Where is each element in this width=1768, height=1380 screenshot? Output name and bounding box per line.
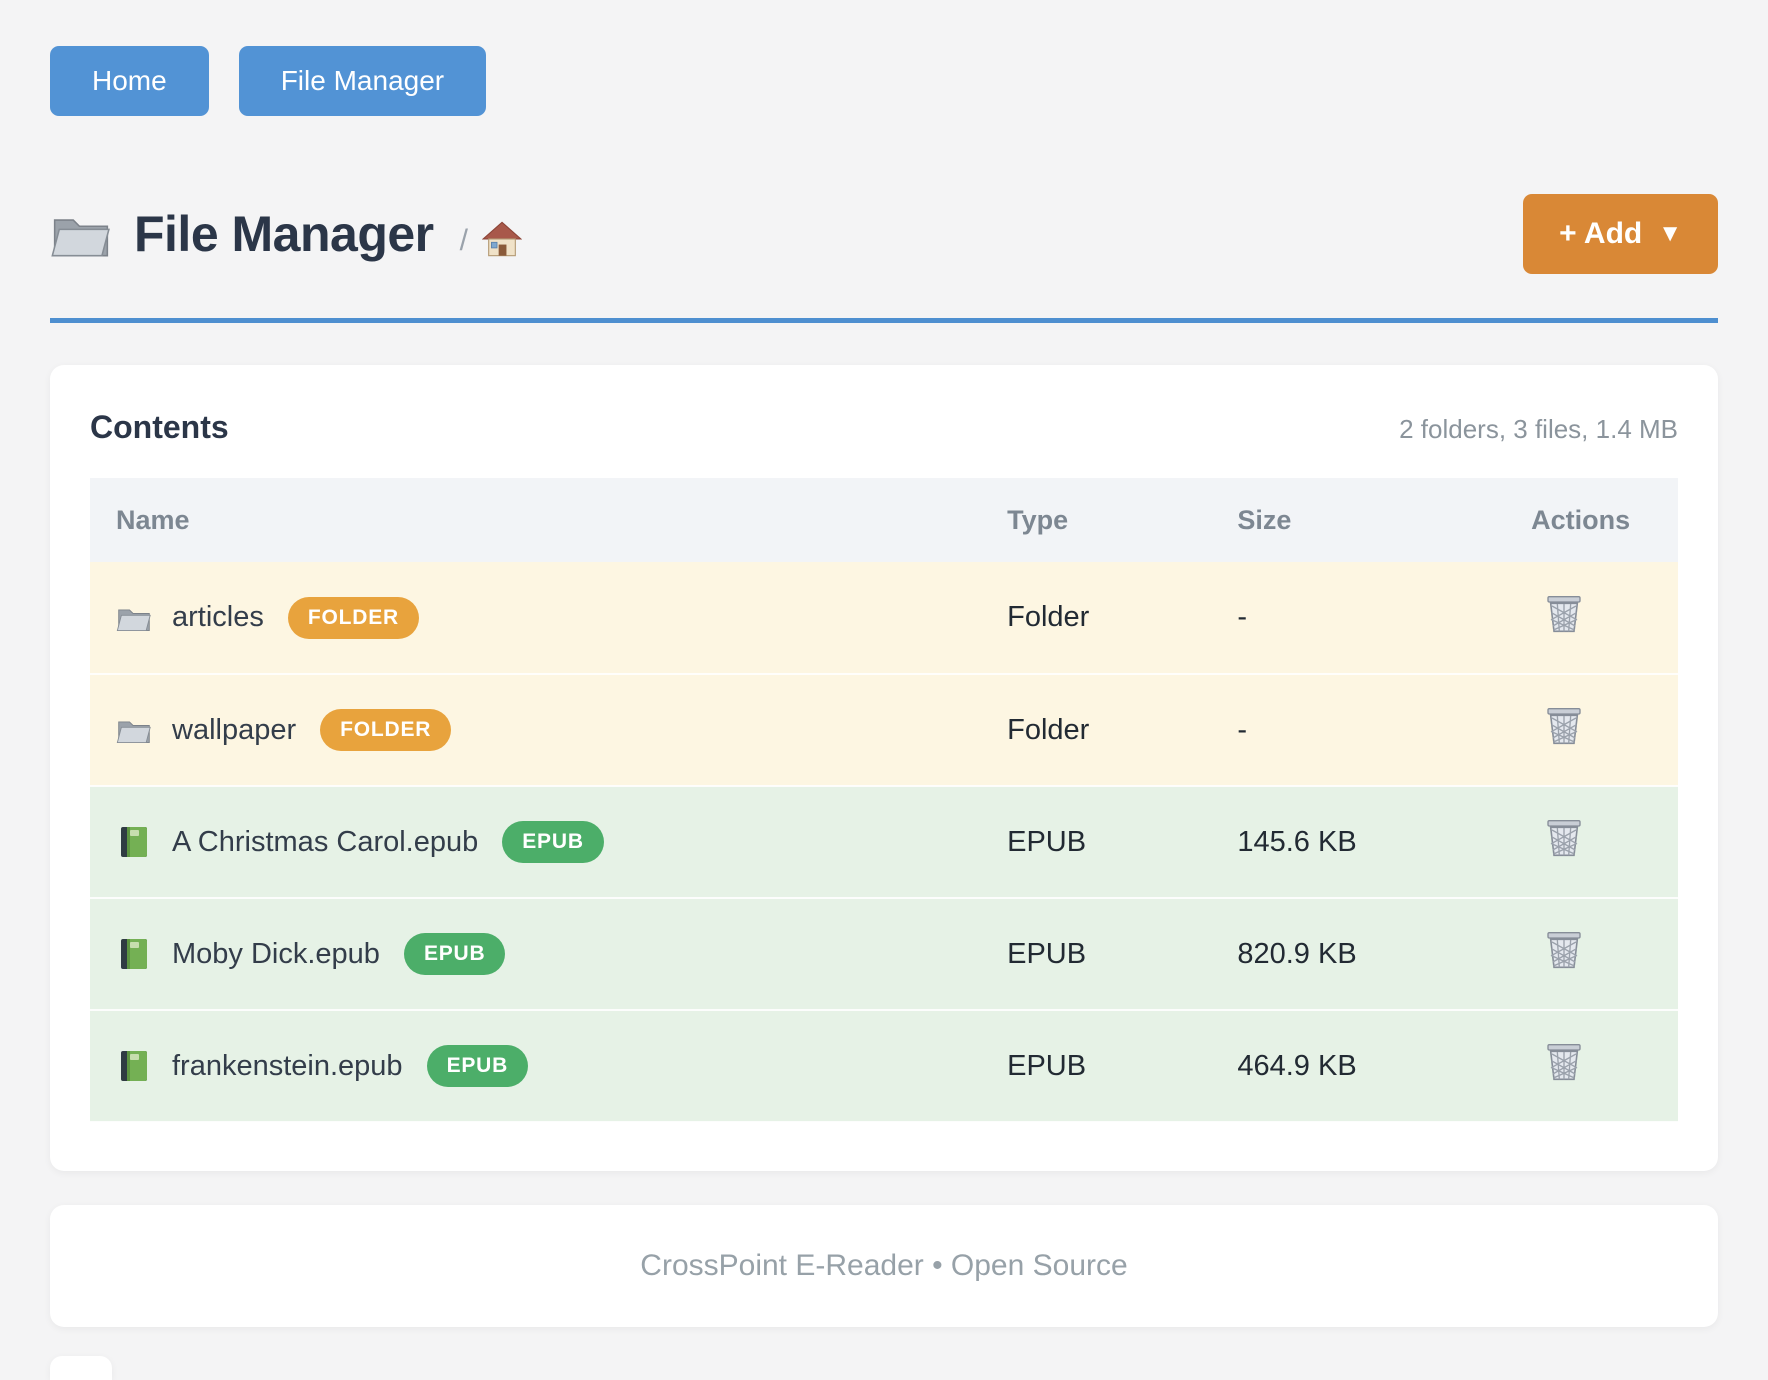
next-card-peek: [50, 1356, 112, 1380]
house-icon[interactable]: [482, 220, 522, 258]
type-cell: EPUB: [1003, 1010, 1234, 1123]
file-link[interactable]: articles: [172, 601, 264, 633]
trash-icon: [1547, 931, 1581, 969]
delete-button[interactable]: [1545, 706, 1583, 746]
page-title: File Manager: [134, 206, 434, 262]
folder-badge: FOLDER: [320, 709, 452, 751]
delete-button[interactable]: [1545, 594, 1583, 634]
table-row[interactable]: frankenstein.epub EPUB EPUB 464.9 KB: [90, 1010, 1678, 1123]
epub-badge: EPUB: [403, 933, 506, 975]
top-nav: Home File Manager: [50, 46, 1718, 116]
column-header-type: Type: [1003, 478, 1234, 562]
type-cell: EPUB: [1003, 786, 1234, 899]
folder-icon: [51, 219, 110, 257]
size-cell: 464.9 KB: [1233, 1010, 1528, 1123]
size-cell: -: [1233, 562, 1528, 675]
contents-title: Contents: [90, 409, 229, 445]
folder-icon: [116, 721, 151, 744]
epub-badge: EPUB: [502, 821, 604, 863]
type-cell: Folder: [1003, 562, 1234, 675]
table-row[interactable]: articles FOLDER Folder -: [90, 562, 1678, 675]
contents-summary: 2 folders, 3 files, 1.4 MB: [1399, 414, 1678, 444]
delete-button[interactable]: [1545, 1042, 1583, 1082]
file-table: Name Type Size Actions articles FOLDER F…: [90, 478, 1678, 1123]
file-link[interactable]: frankenstein.epub: [172, 1049, 403, 1082]
size-cell: 145.6 KB: [1233, 786, 1528, 899]
add-button-label: + Add: [1559, 217, 1643, 250]
file-link[interactable]: wallpaper: [172, 713, 297, 746]
folder-badge: FOLDER: [287, 596, 419, 639]
green-book-icon: [121, 939, 147, 969]
contents-header: Contents 2 folders, 3 files, 1.4 MB: [90, 409, 1678, 446]
trash-icon: [1547, 1043, 1581, 1081]
table-row[interactable]: Moby Dick.epub EPUB EPUB 820.9 KB: [90, 898, 1678, 1011]
trash-icon: [1547, 819, 1581, 857]
delete-button[interactable]: [1545, 818, 1583, 858]
type-cell: EPUB: [1003, 898, 1234, 1011]
page: Home File Manager File Manager / + Add ▼…: [50, 46, 1718, 1327]
title-group: File Manager /: [50, 205, 522, 263]
table-header-row: Name Type Size Actions: [90, 478, 1678, 562]
add-button[interactable]: + Add ▼: [1523, 194, 1718, 274]
footer-text: CrossPoint E-Reader • Open Source: [640, 1249, 1128, 1282]
trash-icon: [1547, 595, 1581, 632]
file-link[interactable]: A Christmas Carol.epub: [172, 825, 479, 858]
delete-button[interactable]: [1545, 930, 1583, 970]
file-link[interactable]: Moby Dick.epub: [172, 937, 380, 970]
page-header: File Manager / + Add ▼: [50, 194, 1718, 274]
size-cell: 820.9 KB: [1233, 898, 1528, 1011]
footer: CrossPoint E-Reader • Open Source: [50, 1205, 1718, 1327]
size-cell: -: [1233, 674, 1528, 787]
type-cell: Folder: [1003, 674, 1234, 787]
trash-icon: [1547, 707, 1581, 745]
breadcrumb-separator: /: [459, 224, 468, 257]
home-button[interactable]: Home: [50, 46, 209, 116]
column-header-size: Size: [1233, 478, 1528, 562]
contents-card: Contents 2 folders, 3 files, 1.4 MB Name…: [50, 365, 1718, 1171]
chevron-down-icon: ▼: [1658, 220, 1682, 247]
green-book-icon: [121, 827, 147, 857]
file-manager-button[interactable]: File Manager: [238, 46, 487, 116]
column-header-name: Name: [90, 478, 1004, 562]
epub-badge: EPUB: [426, 1045, 529, 1087]
folder-icon: [116, 608, 151, 631]
column-header-actions: Actions: [1527, 478, 1678, 562]
table-row[interactable]: A Christmas Carol.epub EPUB EPUB 145.6 K…: [90, 786, 1678, 899]
table-row[interactable]: wallpaper FOLDER Folder -: [90, 674, 1678, 787]
header-divider: [50, 318, 1718, 323]
green-book-icon: [121, 1051, 147, 1081]
